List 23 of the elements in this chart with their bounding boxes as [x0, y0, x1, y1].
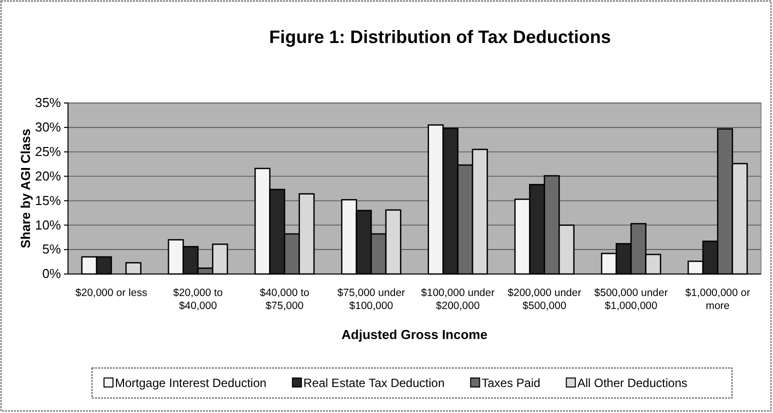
y-tick-label: 20% [34, 168, 62, 184]
y-tick-label: 5% [42, 242, 62, 257]
legend-label: Taxes Paid [482, 376, 540, 390]
y-tick-label: 15% [34, 192, 62, 208]
legend-label: Real Estate Tax Deduction [303, 376, 445, 390]
y-tick-label: 30% [34, 120, 62, 135]
x-tick-label: $200,000 under $500,000 [508, 287, 582, 312]
x-tick-label: $500,000 under $1,000,000 [594, 287, 668, 312]
y-axis-title: Share by AGI Class [18, 128, 33, 248]
x-tick-label: $75,000 under $100,000 [337, 287, 406, 312]
x-tick-label: $20,000 to $40,000 [173, 287, 223, 312]
x-tick-label: $20,000 or less [75, 287, 148, 299]
x-axis-title: Adjusted Gross Income [342, 327, 488, 342]
x-tick-label: $1,000,000 or more [685, 287, 751, 312]
x-tick-label: $100,000 under $200,000 [421, 287, 496, 312]
y-tick-label: 25% [34, 144, 62, 160]
legend-label: Mortgage Interest Deduction [115, 376, 266, 390]
legend-label: All Other Deductions [577, 376, 688, 390]
y-tick-label: 10% [34, 217, 62, 232]
chart-title: Figure 1: Distribution of Tax Deductions [269, 27, 611, 47]
x-tick-label: $40,000 to $75,000 [260, 287, 310, 312]
y-tick-label: 0% [42, 266, 62, 282]
y-tick-label: 35% [34, 95, 62, 110]
